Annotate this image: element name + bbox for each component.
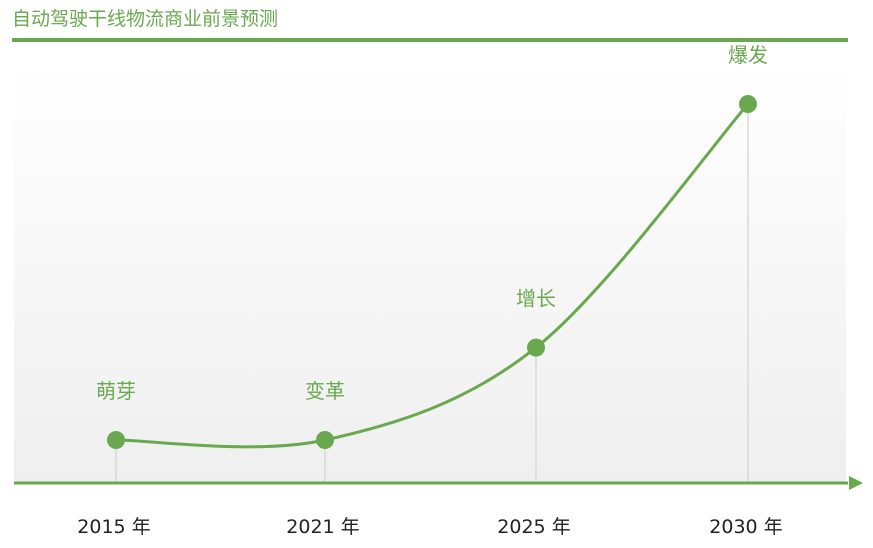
- data-point: [739, 95, 757, 113]
- x-tick-label: 2030 年: [709, 516, 782, 538]
- stage-label: 增长: [516, 287, 556, 311]
- data-point: [316, 431, 334, 449]
- data-point: [107, 431, 125, 449]
- x-axis-arrow: [849, 476, 863, 490]
- x-tick-label: 2025 年: [497, 516, 570, 538]
- stage-label: 变革: [305, 379, 345, 403]
- header-divider: [12, 38, 848, 42]
- data-point: [527, 338, 545, 357]
- plot-background: [14, 62, 846, 482]
- stage-label: 萌芽: [96, 379, 136, 403]
- series-line: [114, 102, 750, 449]
- page-title: 自动驾驶干线物流商业前景预测: [12, 8, 279, 30]
- x-tick-label: 2021 年: [286, 516, 359, 538]
- stage-label: 爆发: [728, 43, 768, 67]
- x-tick-label: 2015 年: [77, 516, 150, 538]
